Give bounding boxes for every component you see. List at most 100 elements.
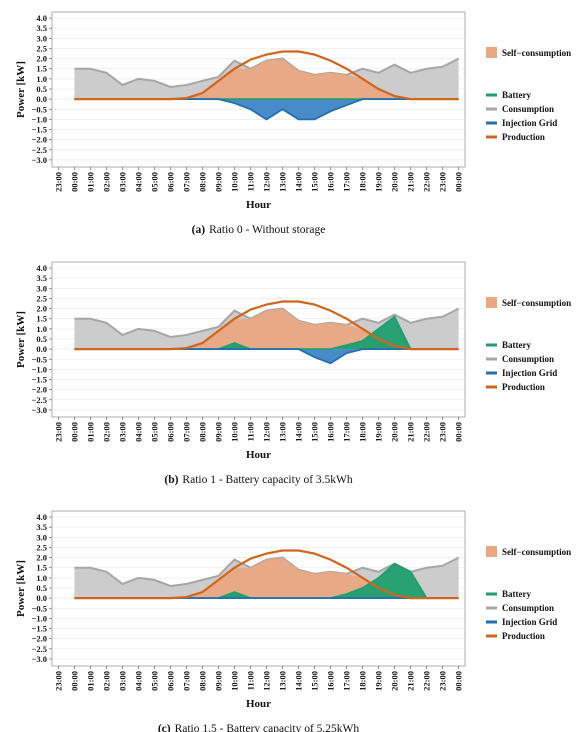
x-tick-label: 13:00 [278, 172, 288, 192]
caption: (a) Ratio 0 - Without storage [192, 224, 326, 236]
area [74, 563, 459, 599]
legend-label: Production [502, 382, 545, 392]
x-tick-label: 06:00 [165, 422, 175, 442]
y-tick-label: −1.0 [32, 613, 47, 623]
area [74, 316, 459, 350]
x-tick-label: 22:00 [422, 671, 432, 691]
y-tick-label: 2.5 [36, 293, 47, 303]
x-tick-label: 12:00 [262, 172, 272, 192]
area [74, 58, 459, 100]
area [74, 308, 459, 350]
y-tick-label: 1.5 [36, 64, 47, 74]
x-tick-label: 22:00 [422, 172, 432, 192]
x-tick-label: 00:00 [69, 671, 79, 691]
legend-swatch [486, 297, 497, 308]
y-tick-label: 0.0 [36, 94, 47, 104]
legend-label: Consumption [502, 603, 554, 613]
x-tick-label: 09:00 [213, 422, 223, 442]
y-tick-label: 3.0 [36, 33, 47, 43]
chart: 4.03.53.02.52.01.51.00.50.0−0.5−1.0−1.5−… [15, 510, 571, 732]
y-tick-label: −2.5 [32, 145, 47, 155]
x-tick-label: 01:00 [85, 422, 95, 442]
y-tick-label: 3.5 [36, 23, 47, 33]
x-tick-label: 04:00 [133, 671, 143, 691]
chart: 4.03.53.02.52.01.51.00.50.0−0.5−1.0−1.5−… [15, 11, 571, 236]
line [74, 307, 460, 338]
x-tick-label: 00:00 [454, 422, 464, 442]
x-tick-label: 05:00 [149, 671, 159, 691]
y-tick-label: −3.0 [32, 654, 47, 664]
x-tick-label: 15:00 [310, 422, 320, 442]
x-tick-label: 07:00 [181, 671, 191, 691]
y-tick-label: −2.5 [32, 644, 47, 654]
y-tick-label: 3.5 [36, 522, 47, 532]
y-tick-label: 1.5 [36, 563, 47, 573]
caption: (b) Ratio 1 - Battery capacity of 3.5kWh [164, 474, 353, 486]
y-tick-label: −2.0 [32, 135, 47, 145]
y-axis-title: Power [kW] [15, 311, 27, 368]
legend-label: Injection Grid [502, 617, 557, 627]
caption-label: (b) [164, 474, 178, 486]
x-tick-label: 16:00 [326, 671, 336, 691]
y-tick-label: −1.5 [32, 375, 47, 385]
y-tick-label: −3.0 [32, 405, 47, 415]
caption: (c) Ratio 1.5 - Battery capacity of 5.25k… [158, 723, 360, 732]
x-tick-label: 02:00 [101, 172, 111, 192]
line [74, 300, 459, 351]
x-tick-label: 00:00 [69, 422, 79, 442]
x-tick-label: 21:00 [406, 671, 416, 691]
x-tick-label: 14:00 [294, 671, 304, 691]
legend-label: Battery [502, 340, 531, 350]
y-tick-label: 2.0 [36, 553, 47, 563]
y-tick-label: 2.5 [36, 542, 47, 552]
x-tick-label: 20:00 [390, 172, 400, 192]
x-tick-label: 04:00 [133, 172, 143, 192]
x-tick-label: 11:00 [245, 671, 255, 690]
x-tick-label: 12:00 [262, 422, 272, 442]
x-tick-label: 09:00 [213, 671, 223, 691]
y-tick-label: −1.0 [32, 114, 47, 124]
x-tick-label: 03:00 [117, 422, 127, 442]
x-tick-label: 05:00 [149, 422, 159, 442]
x-tick-label: 08:00 [197, 671, 207, 691]
legend-label: Self−consumption [502, 547, 571, 557]
y-tick-label: 3.0 [36, 532, 47, 542]
y-tick-label: −2.0 [32, 634, 47, 644]
y-tick-label: −2.5 [32, 395, 47, 405]
x-tick-label: 05:00 [149, 172, 159, 192]
x-tick-label: 03:00 [117, 671, 127, 691]
y-tick-label: 0.0 [36, 593, 47, 603]
y-tick-label: −0.5 [32, 104, 47, 114]
y-tick-label: 1.0 [36, 324, 47, 334]
x-tick-label: 10:00 [229, 422, 239, 442]
x-tick-label: 14:00 [294, 422, 304, 442]
x-tick-label: 16:00 [326, 422, 336, 442]
x-tick-label: 15:00 [310, 172, 320, 192]
legend-label: Battery [502, 90, 531, 100]
y-tick-label: −1.5 [32, 624, 47, 634]
y-tick-label: −2.0 [32, 385, 47, 395]
x-tick-label: 10:00 [229, 172, 239, 192]
x-tick-label: 22:00 [422, 422, 432, 442]
x-tick-label: 18:00 [358, 422, 368, 442]
x-tick-label: 00:00 [454, 172, 464, 192]
x-tick-label: 15:00 [310, 671, 320, 691]
y-tick-label: 0.5 [36, 84, 47, 94]
x-tick-label: 21:00 [406, 422, 416, 442]
legend-swatch [486, 47, 497, 58]
chart: 4.03.53.02.52.01.51.00.50.0−0.5−1.0−1.5−… [15, 261, 571, 486]
x-tick-label: 23:00 [53, 422, 63, 442]
line [74, 549, 459, 600]
x-tick-label: 19:00 [374, 671, 384, 691]
x-tick-label: 17:00 [342, 172, 352, 192]
y-tick-label: −1.0 [32, 364, 47, 374]
x-tick-label: 01:00 [85, 172, 95, 192]
x-tick-label: 16:00 [326, 172, 336, 192]
y-tick-label: 3.0 [36, 283, 47, 293]
caption-text: Ratio 1 - Battery capacity of 3.5kWh [182, 474, 352, 486]
x-tick-label: 17:00 [342, 671, 352, 691]
y-tick-label: 4.0 [36, 13, 47, 23]
caption-text: Ratio 1.5 - Battery capacity of 5.25kWh [175, 723, 360, 732]
y-tick-label: 0.0 [36, 344, 47, 354]
